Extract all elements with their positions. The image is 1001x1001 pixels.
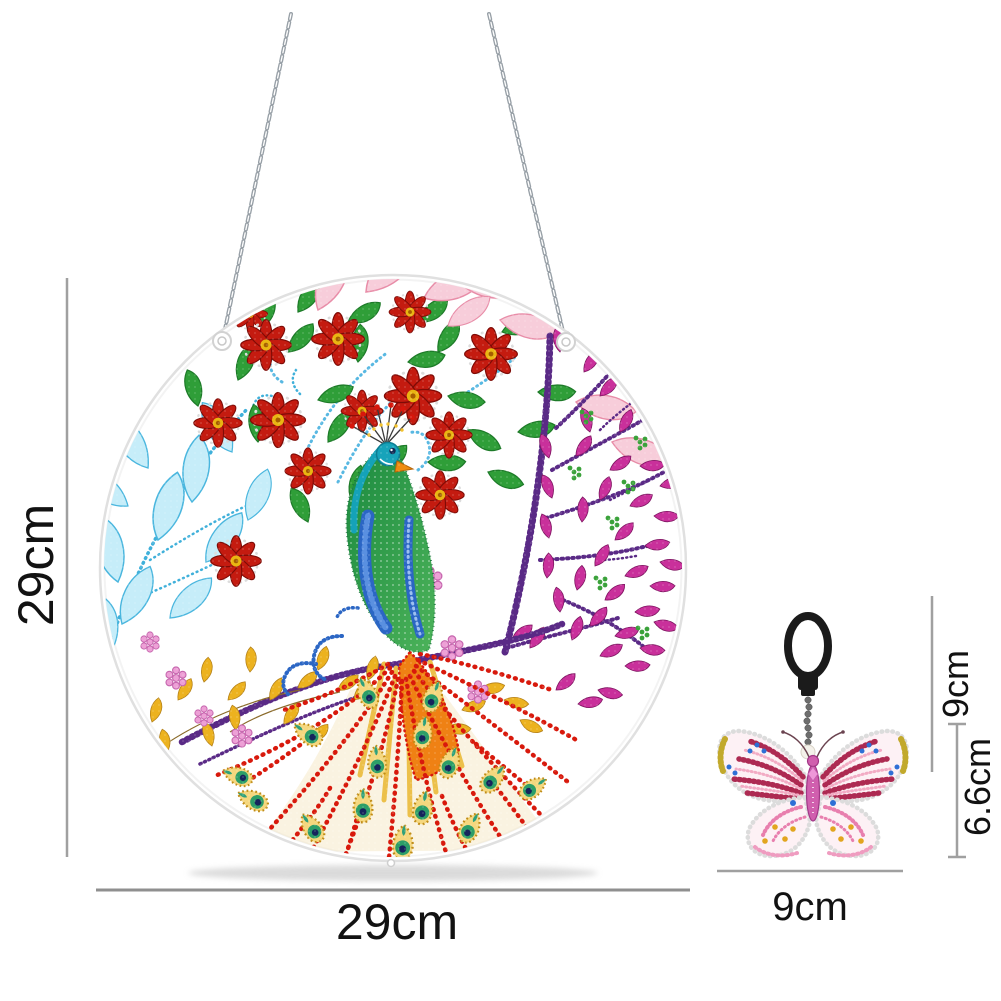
disc-shadow [188,865,598,881]
mounting-hole-right [556,332,576,352]
butterfly-charm [717,730,906,856]
hanging-chain-right [487,12,572,344]
disc-artwork-peacock-tree [104,279,682,857]
dimension-lines [65,278,966,892]
bottom-hole [386,858,396,868]
keychain-clasp-icon [784,612,832,696]
dimension-label-disc-width: 29cm [335,894,459,950]
dimension-label-butterfly-width: 9cm [772,885,848,929]
butterfly-keychain [717,612,906,856]
dimension-label-keychain-height: 9cm [935,649,976,719]
mounting-hole-left [212,331,232,351]
dimension-line-butterfly-height [948,722,966,859]
dimension-label-butterfly-height: 6.6cm [957,737,998,837]
dimension-label-disc-height: 29cm [8,503,64,627]
ball-chain-icon [803,696,813,746]
hanging-chain-left [215,12,293,344]
